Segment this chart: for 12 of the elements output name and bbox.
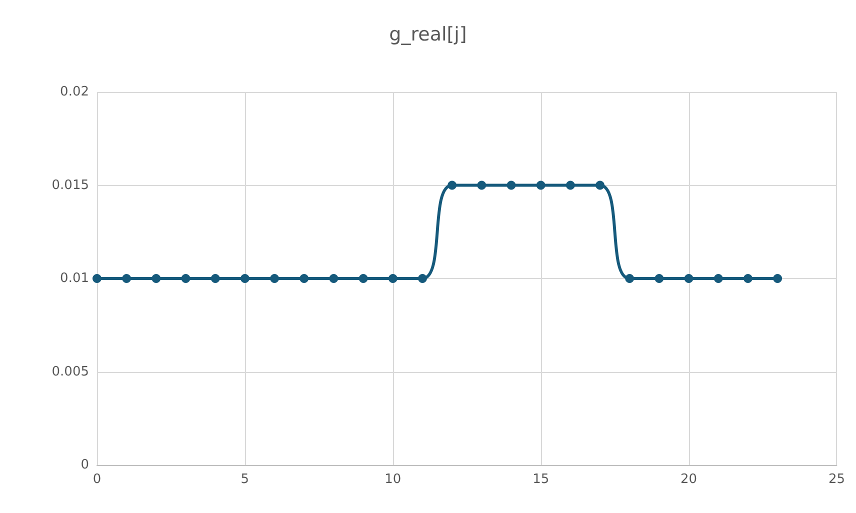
x-tick-label: 25	[828, 472, 845, 487]
y-tick-label: 0.005	[52, 364, 89, 380]
x-tick-label: 20	[680, 472, 698, 487]
y-tick-label: 0.015	[52, 178, 89, 193]
x-tick-label: 15	[532, 472, 550, 487]
y-tick-label: 0.01	[60, 271, 89, 286]
x-tick-label: 5	[240, 472, 250, 487]
chart-title: g_real[j]	[389, 24, 467, 46]
y-tick-label: 0.02	[60, 84, 89, 100]
y-tick-label: 0	[80, 458, 89, 472]
x-tick-label: 10	[384, 472, 402, 487]
x-tick-label: 0	[92, 472, 102, 487]
